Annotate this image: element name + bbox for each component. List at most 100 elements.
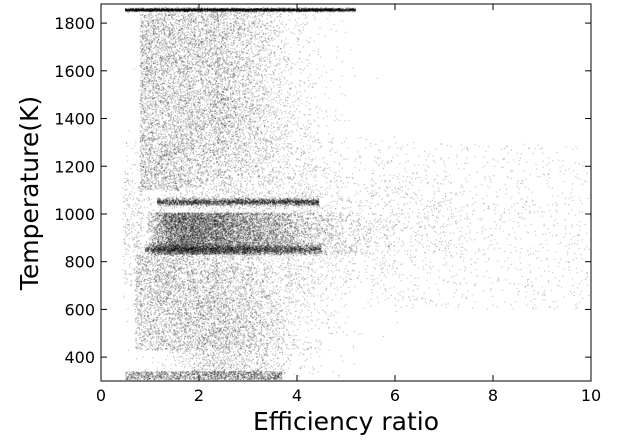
- scatter-point: [260, 364, 261, 365]
- scatter-point: [338, 326, 339, 327]
- scatter-point: [289, 95, 290, 96]
- scatter-point: [300, 183, 301, 184]
- scatter-point: [216, 212, 217, 213]
- scatter-point: [449, 200, 450, 201]
- scatter-point: [404, 251, 405, 252]
- scatter-point: [202, 295, 203, 296]
- scatter-point: [341, 355, 342, 356]
- scatter-point: [385, 276, 386, 277]
- scatter-point: [237, 289, 238, 290]
- scatter-point: [245, 34, 246, 35]
- scatter-point: [279, 310, 280, 311]
- scatter-point: [276, 167, 277, 168]
- scatter-point: [328, 216, 329, 217]
- scatter-point: [125, 171, 126, 172]
- scatter-point: [341, 187, 342, 188]
- scatter-point: [248, 30, 249, 31]
- scatter-point: [232, 45, 233, 46]
- scatter-point: [395, 261, 396, 262]
- scatter-point: [239, 208, 240, 209]
- scatter-point: [234, 354, 235, 355]
- scatter-point: [222, 21, 223, 22]
- scatter-point: [221, 182, 222, 183]
- scatter-point: [196, 142, 197, 143]
- scatter-point: [335, 173, 336, 174]
- scatter-point: [211, 344, 212, 345]
- scatter-point: [244, 341, 245, 342]
- scatter-point: [173, 299, 174, 300]
- scatter-point: [399, 274, 400, 275]
- scatter-point: [170, 126, 171, 127]
- scatter-point: [187, 108, 188, 109]
- scatter-point: [180, 257, 181, 258]
- scatter-point: [305, 174, 306, 175]
- scatter-point: [197, 106, 198, 107]
- scatter-point: [134, 239, 135, 240]
- scatter-point: [197, 132, 198, 133]
- scatter-point: [236, 28, 237, 29]
- scatter-point: [221, 313, 222, 314]
- scatter-point: [225, 156, 226, 157]
- scatter-point: [202, 93, 203, 94]
- scatter-point: [246, 159, 247, 160]
- scatter-point: [244, 292, 245, 293]
- scatter-point: [319, 258, 320, 259]
- scatter-point: [281, 172, 282, 173]
- scatter-point: [194, 107, 195, 108]
- scatter-point: [249, 276, 250, 277]
- scatter-point: [311, 275, 312, 276]
- scatter-point: [447, 200, 448, 201]
- scatter-point: [313, 120, 314, 121]
- scatter-point: [150, 205, 151, 206]
- scatter-point: [297, 91, 298, 92]
- scatter-point: [260, 137, 261, 138]
- scatter-point: [376, 194, 377, 195]
- scatter-point: [274, 21, 275, 22]
- scatter-point: [327, 192, 328, 193]
- scatter-point: [201, 149, 202, 150]
- scatter-point: [258, 296, 259, 297]
- scatter-point: [520, 262, 521, 263]
- scatter-point: [271, 300, 272, 301]
- scatter-point: [296, 286, 297, 287]
- scatter-point: [277, 147, 278, 148]
- scatter-point: [443, 215, 444, 216]
- scatter-point: [316, 171, 317, 172]
- scatter-point: [216, 290, 217, 291]
- scatter-point: [201, 77, 202, 78]
- scatter-point: [254, 125, 255, 126]
- scatter-point: [424, 216, 425, 217]
- scatter-point: [217, 136, 218, 137]
- scatter-point: [294, 265, 295, 266]
- scatter-point: [186, 333, 187, 334]
- scatter-point: [215, 168, 216, 169]
- scatter-point: [197, 59, 198, 60]
- scatter-point: [253, 54, 254, 55]
- scatter-point: [233, 210, 234, 211]
- scatter-point: [212, 100, 213, 101]
- scatter-point: [245, 164, 246, 165]
- scatter-point: [232, 338, 233, 339]
- scatter-point: [409, 177, 410, 178]
- scatter-point: [251, 51, 252, 52]
- scatter-point: [257, 340, 258, 341]
- scatter-point: [223, 193, 224, 194]
- scatter-point: [217, 350, 218, 351]
- scatter-point: [277, 13, 278, 14]
- scatter-point: [304, 184, 305, 185]
- scatter-point: [359, 169, 360, 170]
- scatter-point: [248, 41, 249, 42]
- scatter-point: [258, 53, 259, 54]
- scatter-point: [228, 192, 229, 193]
- scatter-point: [242, 187, 243, 188]
- scatter-point: [251, 95, 252, 96]
- scatter-point: [206, 139, 207, 140]
- scatter-point: [342, 21, 343, 22]
- scatter-point: [313, 296, 314, 297]
- scatter-point: [470, 191, 471, 192]
- scatter-point: [254, 160, 255, 161]
- scatter-point: [337, 216, 338, 217]
- scatter-point: [290, 117, 291, 118]
- scatter-point: [346, 247, 347, 248]
